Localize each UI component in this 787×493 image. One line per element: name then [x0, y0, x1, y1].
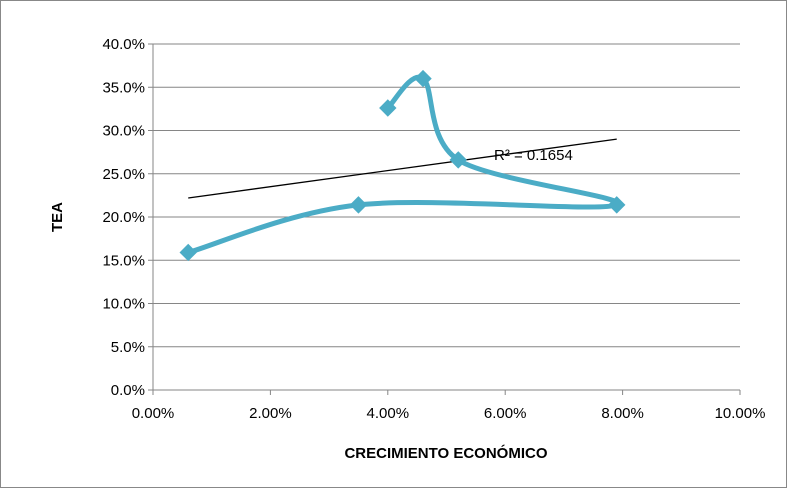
y-tick-label: 35.0%: [102, 79, 145, 96]
y-tick-label: 0.0%: [111, 382, 145, 399]
y-tick-label: 15.0%: [102, 252, 145, 269]
x-tick-label: 8.00%: [601, 405, 644, 422]
data-point-marker: [179, 243, 197, 262]
y-axis-title: TEA: [49, 202, 66, 232]
data-point-marker: [449, 151, 467, 169]
y-tick-label: 40.0%: [102, 36, 145, 53]
y-tick-label: 25.0%: [102, 166, 145, 183]
y-tick-label: 10.0%: [102, 296, 145, 313]
x-tick-label: 10.00%: [715, 405, 766, 422]
trendline: [188, 138, 617, 199]
data-point-marker: [608, 196, 626, 214]
y-tick-label: 30.0%: [102, 123, 145, 140]
data-point-marker: [414, 69, 432, 88]
x-tick-label: 6.00%: [484, 405, 527, 422]
x-axis-title: CRECIMIENTO ECONÓMICO: [344, 444, 547, 462]
y-tick-labels: 0.0% 5.0% 10.0% 15.0% 20.0% 25.0% 30.0% 35.0% 40…: [102, 36, 145, 399]
gridlines: [148, 43, 740, 391]
x-tick-label: 0.00%: [132, 405, 175, 422]
trendline-group: [188, 138, 617, 199]
data-point-marker: [349, 196, 368, 214]
y-tick-label: 20.0%: [102, 209, 145, 226]
y-tick-label: 5.0%: [111, 339, 145, 356]
axes: [152, 44, 741, 395]
data-point-marker: [379, 99, 397, 117]
markers-group: [179, 69, 626, 262]
x-tick-label: 4.00%: [367, 405, 410, 422]
x-tick-labels: 0.00% 2.00% 4.00% 6.00% 8.00% 10.00%: [132, 405, 766, 422]
r-squared-label: R² = 0.1654: [494, 147, 573, 164]
x-tick-label: 2.00%: [249, 405, 292, 422]
